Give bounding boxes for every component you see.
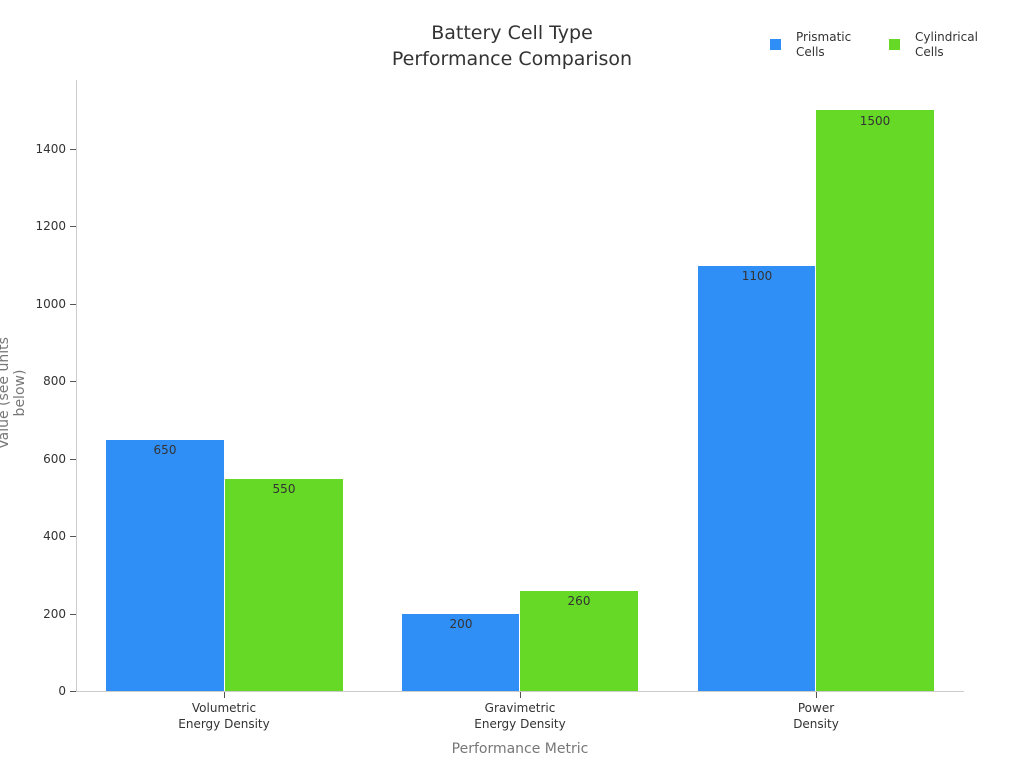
bar-cylindrical-gravimetric[interactable] [520,591,638,691]
y-tick-label: 200 [43,607,66,621]
bar-prismatic-gravimetric[interactable] [402,614,519,691]
legend-label-line: Prismatic [796,30,852,44]
x-axis-title: Performance Metric [451,741,589,757]
bar-value-label: 650 [153,443,177,457]
bar-cylindrical-volumetric[interactable] [225,479,343,691]
legend-item-prismatic[interactable]: Prismatic Cells [770,30,871,60]
bar-value-label: 550 [272,482,296,496]
legend-label-line: Cells [796,45,825,59]
bar-value-label: 1100 [741,269,773,283]
x-ticks [224,692,817,698]
x-tick-label-volumetric: Volumetric Energy Density [144,700,304,732]
bar-value-label: 260 [567,594,591,608]
legend-label-cylindrical: Cylindrical Cells [915,30,990,60]
y-tick-label: 1000 [35,297,66,311]
x-tick-label-power: Power Density [736,700,896,732]
y-tick-label: 0 [58,684,66,698]
chart-title-line1: Battery Cell Type [431,22,593,44]
legend-swatch-prismatic [770,39,781,50]
chart-title: Battery Cell Type Performance Comparison [312,20,712,72]
legend-label-line: Cells [915,45,944,59]
bar-cylindrical-power[interactable] [816,110,934,691]
x-tick-label-line: Gravimetric [484,701,556,715]
y-tick-label: 800 [43,374,66,388]
bar-value-label: 200 [449,617,473,631]
legend: Prismatic Cells Cylindrical Cells [770,30,990,60]
x-tick-label-line: Energy Density [474,717,566,731]
legend-swatch-cylindrical [889,39,900,50]
x-tick-label-line: Power [797,701,835,715]
bar-prismatic-power[interactable] [698,266,815,691]
bar-value-label: 1500 [859,114,891,128]
x-tick-label-gravimetric: Gravimetric Energy Density [440,700,600,732]
y-tick-label: 600 [43,452,66,466]
y-tick-label: 400 [43,529,66,543]
chart-title-line2: Performance Comparison [391,48,633,70]
legend-item-cylindrical[interactable]: Cylindrical Cells [889,30,990,60]
y-tick-label: 1200 [35,219,66,233]
legend-label-prismatic: Prismatic Cells [796,30,871,60]
y-ticks [70,149,76,692]
x-tick-label-line: Volumetric [191,701,257,715]
legend-label-line: Cylindrical [915,30,978,44]
x-tick-label-line: Density [793,717,839,731]
y-tick-label: 1400 [35,142,66,156]
x-tick-label-line: Energy Density [178,717,270,731]
bar-prismatic-volumetric[interactable] [106,440,224,691]
y-axis-title: Value (see units below) [0,337,28,449]
